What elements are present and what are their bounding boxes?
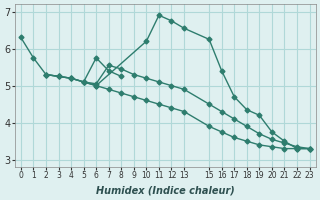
X-axis label: Humidex (Indice chaleur): Humidex (Indice chaleur) [96, 186, 235, 196]
